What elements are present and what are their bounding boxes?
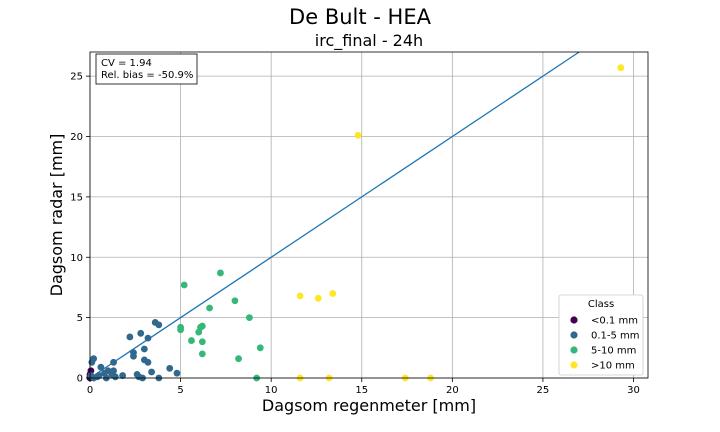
data-point [97, 363, 105, 371]
data-point [110, 358, 117, 366]
legend: Class <0.1 mm 0.1-5 mm 5-10 mm >10 mm [558, 294, 644, 376]
x-axis-label: Dagsom regenmeter [mm] [262, 396, 476, 415]
data-point [119, 372, 127, 379]
y-axis-ticks: 0 5 10 15 20 25 [70, 72, 90, 385]
data-point [95, 372, 103, 379]
data-point [173, 369, 181, 377]
legend-title: Class [588, 299, 614, 310]
legend-label: 5-10 mm [591, 346, 636, 357]
data-point [188, 337, 195, 344]
data-point [111, 373, 119, 381]
data-point [148, 368, 155, 376]
data-point [235, 355, 242, 363]
data-point [198, 322, 206, 330]
data-point [110, 367, 117, 375]
chart-suptitle: De Bult - HEA [289, 5, 432, 29]
annotation-cv: CV = 1.94 [101, 58, 152, 69]
plot-frame [89, 51, 649, 379]
data-point [166, 364, 174, 372]
y-tick-label: 10 [70, 253, 83, 264]
x-tick-label: 30 [627, 385, 640, 396]
data-point [296, 292, 304, 300]
x-axis-ticks: 0 5 10 15 20 25 30 [87, 378, 640, 396]
data-point [144, 334, 152, 342]
y-tick-label: 15 [70, 192, 83, 203]
data-point [87, 367, 95, 375]
y-axis-label: Dagsom radar [mm] [47, 134, 66, 297]
chart-title: irc_final - 24h [315, 31, 423, 51]
data-point [198, 338, 206, 346]
data-point [217, 269, 224, 277]
data-point [177, 323, 184, 331]
data-point [246, 314, 253, 322]
x-tick-label: 25 [537, 385, 550, 396]
data-point [137, 329, 145, 337]
legend-label: >10 mm [591, 361, 635, 372]
data-point [198, 350, 206, 358]
x-tick-label: 15 [355, 385, 368, 396]
data-point [617, 64, 625, 72]
data-point [126, 333, 134, 341]
legend-items: <0.1 mm 0.1-5 mm 5-10 mm >10 mm [570, 316, 640, 372]
legend-marker [570, 331, 578, 339]
legend-marker [570, 346, 578, 354]
legend-box [558, 294, 644, 376]
data-points [86, 64, 625, 382]
data-point [314, 294, 322, 302]
x-tick-label: 5 [177, 385, 183, 396]
data-point [144, 358, 152, 366]
y-tick-label: 25 [70, 72, 83, 83]
stats-annotation-box [95, 53, 198, 85]
data-point [256, 344, 264, 352]
data-point [231, 297, 239, 305]
y-tick-label: 20 [70, 132, 83, 143]
legend-label: 0.1-5 mm [591, 331, 640, 342]
reference-line [89, 51, 580, 379]
legend-marker [570, 361, 578, 369]
data-point [329, 290, 337, 297]
legend-label: <0.1 mm [591, 316, 638, 327]
stats-annotation: CV = 1.94 Rel. bias = -50.9% [95, 53, 198, 85]
data-point [354, 131, 362, 139]
data-point [140, 345, 148, 353]
annotation-rel-bias: Rel. bias = -50.9% [101, 70, 193, 81]
legend-marker [570, 316, 578, 324]
data-point [90, 355, 98, 363]
y-tick-label: 0 [77, 374, 83, 385]
x-tick-label: 0 [87, 385, 93, 396]
x-tick-label: 10 [265, 385, 278, 396]
data-point [180, 281, 188, 289]
y-tick-label: 5 [77, 313, 83, 324]
grid-lines [89, 52, 648, 379]
data-point [206, 304, 213, 312]
x-tick-label: 20 [446, 385, 459, 396]
data-point [155, 321, 163, 329]
data-point [130, 352, 137, 360]
